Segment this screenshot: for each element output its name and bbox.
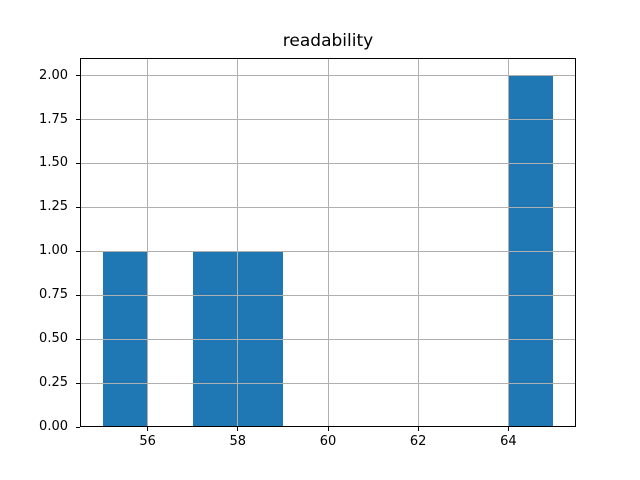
x-tick-mark [417,427,419,431]
y-tick-label: 0.75 [39,287,68,303]
y-tick-label: 0.50 [39,331,68,347]
x-tick-mark [147,427,149,431]
y-tick-mark [76,338,80,340]
y-tick-label: 2.00 [39,67,68,83]
gridline-vertical [327,58,329,427]
gridline-horizontal [80,250,576,252]
x-tick-label: 60 [319,434,337,449]
gridline-horizontal [80,338,576,340]
gridline-vertical [507,58,509,427]
y-tick-label: 1.75 [39,111,68,127]
gridline-horizontal [80,294,576,296]
x-tick-label: 64 [500,434,517,449]
gridline-horizontal [80,162,576,164]
gridline-horizontal [80,206,576,208]
x-tick-mark [237,427,239,431]
y-tick-mark [76,426,80,428]
y-tick-mark [76,294,80,296]
gridline-vertical [417,58,419,427]
y-tick-mark [76,206,80,208]
y-tick-label: 1.00 [39,243,68,259]
gridline-horizontal [80,75,576,77]
gridline-horizontal [80,119,576,120]
x-tick-mark [507,427,509,431]
gridline-horizontal [80,382,576,384]
y-tick-mark [76,75,80,77]
x-tick-label: 62 [409,434,427,449]
gridline-vertical [147,58,149,427]
y-tick-mark [76,382,80,384]
plot-area [80,58,576,427]
y-tick-label: 1.50 [39,155,68,171]
chart-title: readability [282,31,374,51]
y-tick-label: 0.00 [39,419,68,434]
gridline-vertical [237,58,239,427]
x-tick-mark [327,427,329,431]
y-tick-mark [76,119,80,120]
y-tick-label: 0.25 [39,375,68,391]
y-tick-mark [76,250,80,252]
y-tick-mark [76,162,80,164]
x-tick-label: 58 [229,434,247,449]
x-tick-label: 56 [139,434,156,449]
y-tick-label: 1.25 [39,199,68,215]
